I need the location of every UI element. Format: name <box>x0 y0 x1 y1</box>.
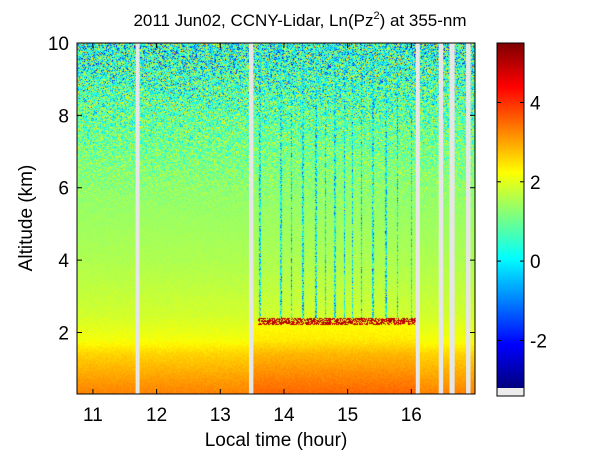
heatmap-image <box>77 43 475 394</box>
title-superscript: 2 <box>373 10 379 22</box>
data-gap <box>438 43 444 394</box>
colorbar: -2 0 2 4 <box>496 42 547 397</box>
colorbar-tick-label: -2 <box>530 331 547 352</box>
title-main: 2011 Jun02, CCNY-Lidar, Ln(Pz <box>133 11 373 30</box>
colorbar-tick-label: 2 <box>530 173 541 194</box>
chart-title: 2011 Jun02, CCNY-Lidar, Ln(Pz2) at 355-n… <box>133 10 466 30</box>
colorbar-tick-label: 4 <box>530 93 541 114</box>
y-tick-label: 10 <box>48 34 69 55</box>
y-tick-label: 8 <box>58 106 69 127</box>
y-tick-label: 4 <box>58 251 69 272</box>
x-tick-label: 11 <box>83 405 103 426</box>
title-end: ) at 355-nm <box>380 11 467 30</box>
data-gaps <box>135 43 471 394</box>
x-axis-label: Local time (hour) <box>205 430 348 451</box>
x-tick-label: 14 <box>273 405 295 426</box>
heatmap-plot: 11 12 13 14 15 16 2 4 6 8 10 <box>48 34 476 426</box>
y-axis-ticks: 2 4 6 8 10 <box>48 34 475 344</box>
plot-frame <box>76 42 476 395</box>
data-gap <box>248 43 254 394</box>
x-axis-ticks: 11 12 13 14 15 16 <box>83 43 422 426</box>
y-tick-label: 2 <box>58 323 69 344</box>
colorbar-ticks: -2 0 2 4 <box>497 93 547 352</box>
y-tick-label: 6 <box>58 179 69 200</box>
y-axis-label: Altitude (km) <box>16 165 37 272</box>
data-gap <box>466 43 471 394</box>
data-gap <box>449 43 455 394</box>
colorbar-frame <box>496 42 525 397</box>
data-gap <box>135 43 140 394</box>
colorbar-gradient <box>497 43 524 388</box>
x-tick-label: 13 <box>210 405 231 426</box>
x-tick-label: 15 <box>337 405 358 426</box>
data-gap <box>415 43 420 394</box>
colorbar-tick-label: 0 <box>530 252 541 273</box>
colorbar-nodata-swatch <box>497 388 524 396</box>
x-tick-label: 16 <box>401 405 422 426</box>
x-tick-label: 12 <box>146 405 167 426</box>
